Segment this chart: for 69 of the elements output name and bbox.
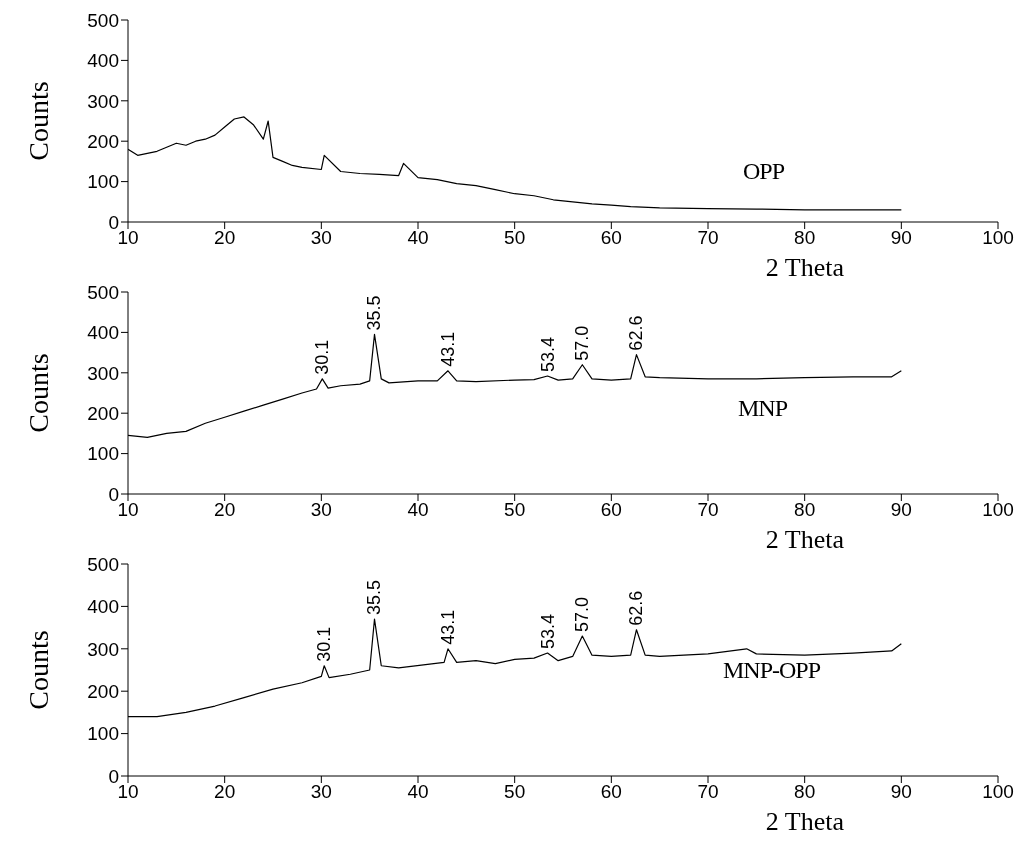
annotation: 35.5 — [364, 580, 385, 616]
x-tick-label: 30 — [310, 499, 332, 521]
annotation: 62.6 — [626, 590, 647, 626]
x-tick-label: 70 — [697, 227, 719, 249]
annotation: 53.4 — [537, 613, 558, 650]
y-tick-label: 100 — [87, 723, 119, 745]
y-tick-label: 200 — [87, 680, 119, 702]
x-tick-label: 100 — [982, 781, 1014, 803]
x-tick-label: 100 — [982, 499, 1014, 521]
y-tick-label: 200 — [87, 402, 119, 424]
x-tick-label: 10 — [117, 781, 139, 803]
x-tick-label: 30 — [310, 781, 332, 803]
x-tick-label: 20 — [214, 227, 236, 249]
series-label: MNP — [738, 395, 788, 422]
annotation: 57.0 — [572, 597, 593, 633]
x-tick-label: 70 — [697, 781, 719, 803]
y-tick-label: 500 — [87, 553, 119, 575]
y-tick-label: 0 — [108, 211, 119, 233]
y-tick-label: 300 — [87, 362, 119, 384]
x-tick-label: 80 — [794, 227, 816, 249]
annotation: 30.1 — [312, 339, 333, 375]
x-axis-title: 2 Theta — [765, 525, 845, 554]
x-axis-title: 2 Theta — [765, 807, 845, 836]
x-tick-label: 90 — [890, 499, 912, 521]
x-tick-label: 50 — [504, 781, 526, 803]
y-tick-label: 500 — [87, 9, 119, 31]
annotation: 53.4 — [537, 336, 558, 373]
x-tick-label: 50 — [504, 227, 526, 249]
x-tick-label: 70 — [697, 499, 719, 521]
x-tick-label: 10 — [117, 227, 139, 249]
y-tick-label: 100 — [87, 171, 119, 193]
y-tick-label: 400 — [87, 596, 119, 618]
x-tick-label: 40 — [407, 781, 429, 803]
annotation: 62.6 — [626, 315, 647, 351]
x-tick-label: 20 — [214, 781, 236, 803]
series-label: MNP-OPP — [723, 657, 821, 684]
y-axis-title: Counts — [22, 81, 54, 161]
x-tick-label: 50 — [504, 499, 526, 521]
y-axis-title: Counts — [22, 353, 54, 433]
y-tick-label: 400 — [87, 50, 119, 72]
y-tick-label: 300 — [87, 638, 119, 660]
series-label: OPP — [743, 158, 785, 185]
x-tick-label: 80 — [794, 499, 816, 521]
x-tick-label: 60 — [600, 781, 622, 803]
x-tick-label: 30 — [310, 227, 332, 249]
y-tick-label: 400 — [87, 322, 119, 344]
annotation: 43.1 — [437, 609, 458, 645]
y-axis-title: Counts — [22, 630, 54, 710]
annotation: 30.1 — [314, 626, 335, 662]
y-tick-label: 0 — [108, 483, 119, 505]
y-tick-label: 300 — [87, 90, 119, 112]
x-tick-label: 80 — [794, 781, 816, 803]
x-axis-title: 2 Theta — [765, 253, 845, 282]
x-tick-label: 40 — [407, 499, 429, 521]
annotation: 35.5 — [364, 295, 385, 331]
x-tick-label: 40 — [407, 227, 429, 249]
annotation: 57.0 — [572, 325, 593, 361]
y-tick-label: 100 — [87, 443, 119, 465]
y-tick-label: 500 — [87, 281, 119, 303]
x-tick-label: 90 — [890, 781, 912, 803]
x-tick-label: 10 — [117, 499, 139, 521]
x-tick-label: 60 — [600, 499, 622, 521]
annotation: 43.1 — [437, 331, 458, 367]
x-tick-label: 20 — [214, 499, 236, 521]
y-tick-label: 200 — [87, 130, 119, 152]
y-tick-label: 0 — [108, 765, 119, 787]
x-tick-label: 100 — [982, 227, 1014, 249]
x-tick-label: 60 — [600, 227, 622, 249]
x-tick-label: 90 — [890, 227, 912, 249]
